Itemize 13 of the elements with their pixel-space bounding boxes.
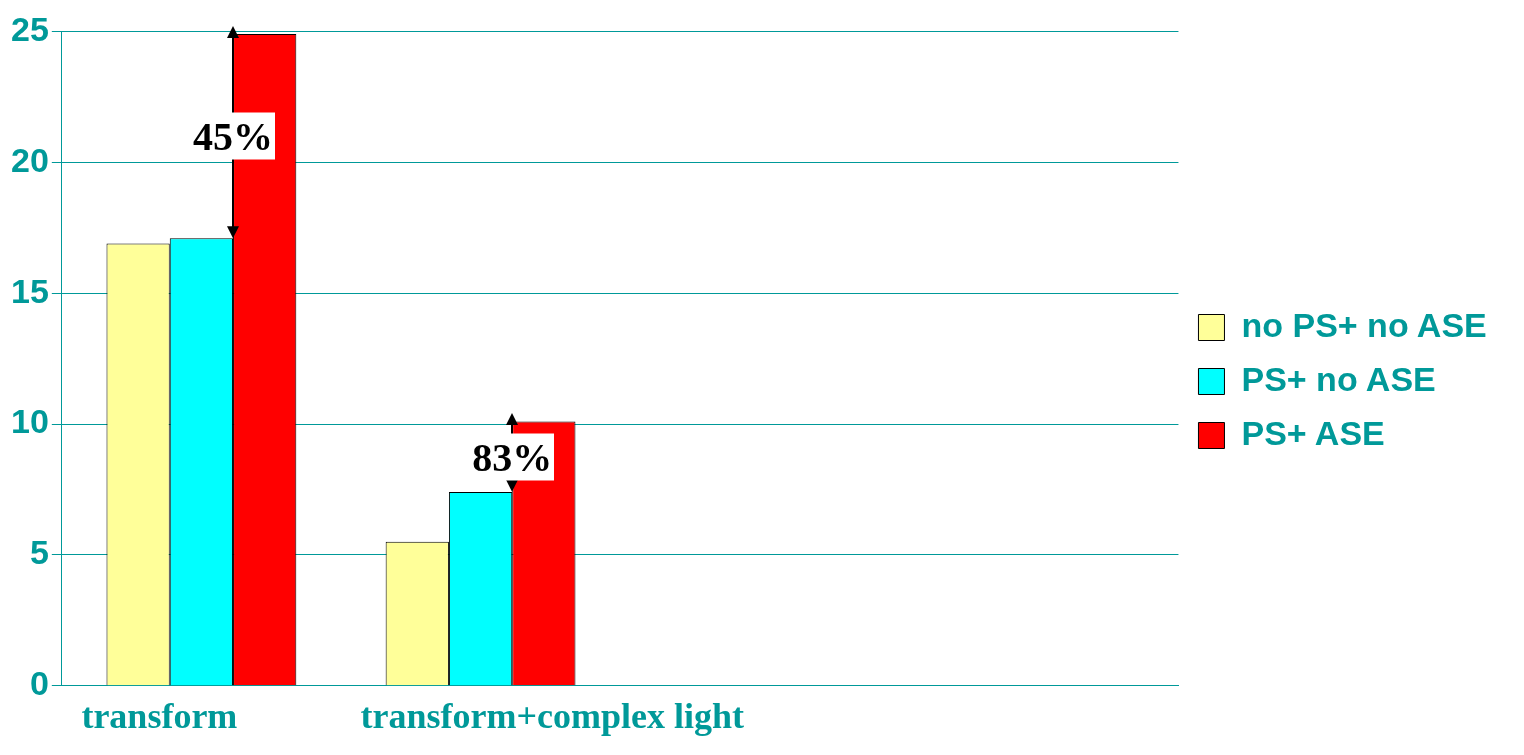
- annotation: 83%: [470, 433, 555, 481]
- y-tick-label: 20: [10, 140, 49, 179]
- legend-label: no PS+ no ASE: [1241, 305, 1487, 344]
- y-tick-label: 0: [29, 664, 49, 703]
- y-tick-label: 10: [10, 402, 49, 441]
- y-tick-label: 25: [10, 9, 49, 48]
- annotation: 45%: [191, 112, 276, 160]
- y-tick-label: 15: [10, 271, 49, 310]
- x-tick-label: transform: [81, 695, 238, 736]
- legend-label: PS+ no ASE: [1241, 359, 1436, 398]
- legend-label: PS+ ASE: [1241, 413, 1385, 452]
- x-tick-label: transform+complex light: [360, 695, 745, 736]
- y-tick-label: 5: [29, 533, 49, 572]
